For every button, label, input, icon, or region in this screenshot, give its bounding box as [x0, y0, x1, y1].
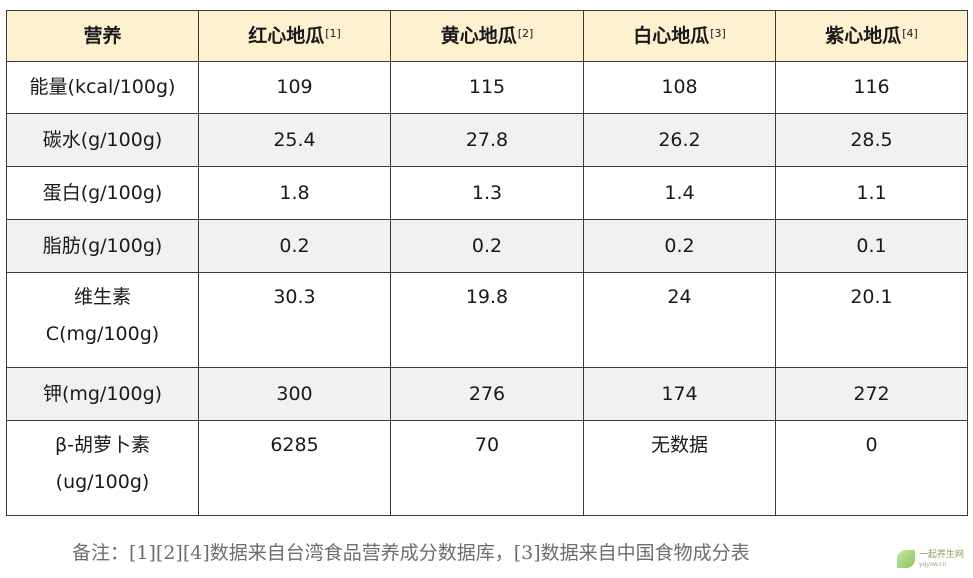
row-label-fat: 脂肪(g/100g) [6, 219, 199, 273]
header-red-sweet-potato: 红心地瓜[1] [198, 10, 391, 62]
table-row: 蛋白(g/100g) 1.8 1.3 1.4 1.1 [6, 166, 968, 220]
table-cell: 6285 [198, 420, 391, 516]
table-cell: 116 [775, 61, 968, 114]
row-label-carbs: 碳水(g/100g) [6, 113, 199, 167]
table-cell: 1.4 [583, 166, 776, 220]
table-cell: 20.1 [775, 272, 968, 368]
row-label-vitamin-c: 维生素 C(mg/100g) [6, 272, 199, 368]
table-cell: 109 [198, 61, 391, 114]
table-cell: 24 [583, 272, 776, 368]
table-cell: 108 [583, 61, 776, 114]
table-cell: 25.4 [198, 113, 391, 167]
table-cell: 272 [775, 367, 968, 421]
table-row: 碳水(g/100g) 25.4 27.8 26.2 28.5 [6, 113, 968, 167]
table-cell: 276 [390, 367, 584, 421]
table-row: 维生素 C(mg/100g) 30.3 19.8 24 20.1 [6, 272, 968, 368]
header-nutrient: 营养 [6, 10, 199, 62]
table-cell: 28.5 [775, 113, 968, 167]
table-cell: 无数据 [583, 420, 776, 516]
table-row: 能量(kcal/100g) 109 115 108 116 [6, 61, 968, 114]
table-row: 脂肪(g/100g) 0.2 0.2 0.2 0.1 [6, 219, 968, 273]
nutrition-table: 营养 红心地瓜[1] 黄心地瓜[2] 白心地瓜[3] 紫心地瓜[4] 能量(kc… [6, 10, 968, 516]
table-row: β-胡萝卜素 (ug/100g) 6285 70 无数据 0 [6, 420, 968, 516]
reference-marker: [3] [710, 26, 726, 40]
reference-marker: [2] [517, 26, 534, 40]
leaf-logo-icon [897, 550, 915, 568]
table-cell: 300 [198, 367, 391, 421]
table-cell: 174 [583, 367, 776, 421]
row-label-protein: 蛋白(g/100g) [6, 166, 199, 220]
table-cell: 1.3 [390, 166, 584, 220]
row-label-energy: 能量(kcal/100g) [6, 61, 199, 114]
watermark: 一起养生网 yqysw.cn [897, 548, 967, 572]
header-purple-sweet-potato: 紫心地瓜[4] [775, 10, 968, 62]
table-cell: 0.2 [583, 219, 776, 273]
table-cell: 0.2 [198, 219, 391, 273]
watermark-text: 一起养生网 [919, 550, 965, 560]
row-label-potassium: 钾(mg/100g) [6, 367, 199, 421]
watermark-sub: yqysw.cn [919, 561, 947, 568]
table-cell: 1.8 [198, 166, 391, 220]
footnote: 备注：[1][2][4]数据来自台湾食品营养成分数据库，[3]数据来自中国食物成… [72, 542, 750, 564]
table-cell: 0 [775, 420, 968, 516]
table-cell: 0.1 [775, 219, 968, 273]
table-cell: 0.2 [390, 219, 584, 273]
header-white-sweet-potato: 白心地瓜[3] [583, 10, 776, 62]
header-row: 营养 红心地瓜[1] 黄心地瓜[2] 白心地瓜[3] 紫心地瓜[4] [6, 10, 968, 62]
reference-marker: [1] [325, 26, 341, 40]
table-cell: 27.8 [390, 113, 584, 167]
table-cell: 30.3 [198, 272, 391, 368]
table-row: 钾(mg/100g) 300 276 174 272 [6, 367, 968, 421]
table-cell: 70 [390, 420, 584, 516]
table-cell: 115 [390, 61, 584, 114]
table-cell: 1.1 [775, 166, 968, 220]
table-cell: 19.8 [390, 272, 584, 368]
table-cell: 26.2 [583, 113, 776, 167]
header-yellow-sweet-potato: 黄心地瓜[2] [390, 10, 584, 62]
row-label-beta-carotene: β-胡萝卜素 (ug/100g) [6, 420, 199, 516]
reference-marker: [4] [902, 26, 918, 40]
